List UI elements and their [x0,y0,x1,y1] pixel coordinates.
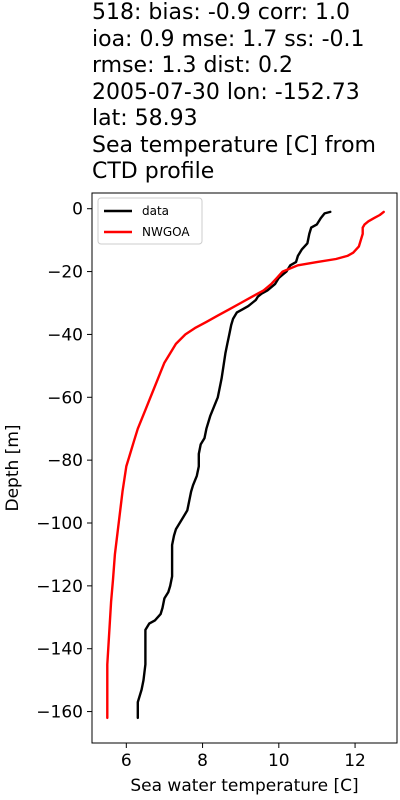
y-tick-label: −60 [47,388,83,408]
y-tick-label: −20 [47,263,83,283]
y-tick-label: −40 [47,325,83,345]
x-tick-label: 12 [344,751,366,771]
y-tick-label: −80 [47,451,83,471]
chart-title: 518: bias: -0.9 corr: 1.0 ioa: 0.9 mse: … [92,0,397,186]
y-tick-label: −100 [36,514,83,534]
y-tick-label: −140 [36,640,83,660]
title-line-1: 518: bias: -0.9 corr: 1.0 [92,0,351,25]
y-tick-label: −160 [36,703,83,723]
x-tick-label: 8 [197,751,208,771]
title-line-5: lat: 58.93 [92,106,198,131]
legend: data NWGOA [97,197,203,245]
series-layer [106,210,385,720]
y-axis-label: Depth [m] [3,424,23,511]
x-tick-label: 6 [121,751,132,771]
legend-label-nwgoa: NWGOA [142,225,190,239]
title-line-2: ioa: 0.9 mse: 1.7 ss: -0.1 [92,26,365,52]
title-line-4: 2005-07-30 lon: -152.73 [92,79,360,105]
x-tick-label: 10 [268,751,290,771]
legend-label-data: data [142,204,169,218]
y-tick-label: 0 [72,200,83,220]
series-line-data [136,210,332,720]
ticks-layer: 6 8 10 12 0 −20 −40 −60 −80 −100 −120 −140 −160 [36,200,366,771]
x-axis-label: Sea water temperature [C] [130,776,358,796]
plot-frame [91,192,398,744]
title-line-6: Sea temperature [C] from [92,132,376,158]
series-line-nwgoa [106,210,385,720]
title-line-3: rmse: 1.3 dist: 0.2 [92,53,294,78]
y-tick-label: −120 [36,577,83,597]
title-line-7: CTD profile [92,159,215,184]
